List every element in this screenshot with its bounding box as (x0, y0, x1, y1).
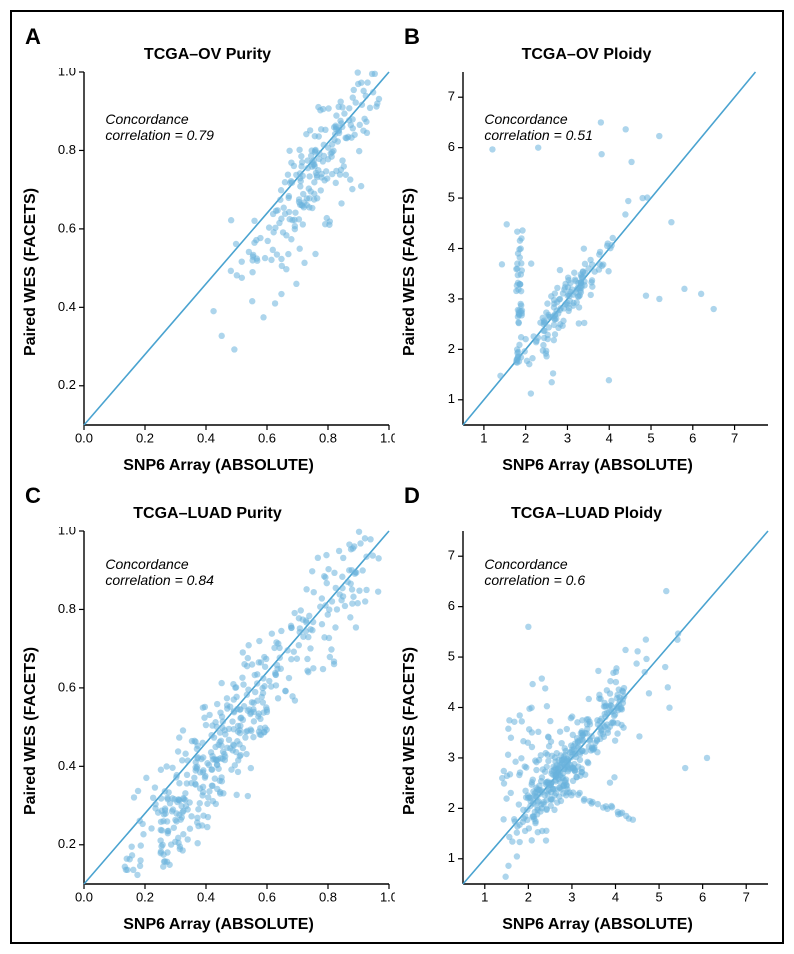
xlabel-a: SNP6 Array (ABSOLUTE) (42, 455, 395, 475)
svg-text:1.0: 1.0 (58, 68, 76, 78)
svg-text:7: 7 (448, 89, 455, 104)
ylabel-b: Paired WES (FACETS) (399, 68, 421, 475)
svg-text:7: 7 (731, 431, 738, 446)
svg-text:1: 1 (480, 431, 487, 446)
ylabel-c: Paired WES (FACETS) (20, 527, 42, 934)
svg-text:1: 1 (481, 890, 488, 905)
svg-text:4: 4 (448, 699, 455, 714)
plot-area-d: 1 2 3 4 5 6 7 1 2 3 4 5 6 7 Concordancecorrelation = … (421, 527, 774, 914)
svg-text:1.0: 1.0 (380, 890, 395, 905)
svg-text:1.0: 1.0 (380, 431, 395, 446)
annotation-b: Concordancecorrelation = 0.51 (484, 111, 593, 143)
figure-grid: A TCGA–OV Purity Paired WES (FACETS) 0.0… (10, 10, 784, 944)
annotation-d: Concordancecorrelation = 0.6 (484, 556, 585, 588)
svg-text:0.8: 0.8 (58, 601, 76, 616)
panel-letter-d: D (404, 483, 420, 509)
panel-letter-a: A (25, 24, 41, 50)
annotation-a: Concordancecorrelation = 0.79 (105, 111, 214, 143)
svg-text:0.4: 0.4 (197, 431, 215, 446)
svg-text:6: 6 (448, 598, 455, 613)
svg-text:0.4: 0.4 (197, 890, 215, 905)
svg-text:0.8: 0.8 (319, 890, 337, 905)
svg-text:5: 5 (448, 649, 455, 664)
svg-text:0.6: 0.6 (58, 679, 76, 694)
svg-text:7: 7 (448, 548, 455, 563)
panel-title-b: TCGA–OV Ploidy (399, 46, 774, 64)
panel-d: D TCGA–LUAD Ploidy Paired WES (FACETS) 1… (399, 483, 774, 934)
svg-text:2: 2 (522, 431, 529, 446)
svg-text:1: 1 (448, 391, 455, 406)
panel-title-d: TCGA–LUAD Ploidy (399, 505, 774, 523)
svg-text:0.6: 0.6 (258, 431, 276, 446)
annotation-c: Concordancecorrelation = 0.84 (105, 556, 214, 588)
panel-letter-c: C (25, 483, 41, 509)
svg-text:0.8: 0.8 (58, 142, 76, 157)
svg-text:5: 5 (655, 890, 662, 905)
ylabel-d: Paired WES (FACETS) (399, 527, 421, 934)
svg-text:2: 2 (448, 800, 455, 815)
svg-text:1: 1 (448, 850, 455, 865)
svg-text:4: 4 (606, 431, 613, 446)
plot-area-b: 1 2 3 4 5 6 7 1 2 3 4 5 6 7 Concordancecorrelation = … (421, 68, 774, 455)
svg-text:0.2: 0.2 (136, 431, 154, 446)
svg-text:3: 3 (448, 749, 455, 764)
svg-text:0.2: 0.2 (58, 377, 76, 392)
svg-text:0.2: 0.2 (136, 890, 154, 905)
svg-text:3: 3 (564, 431, 571, 446)
xlabel-b: SNP6 Array (ABSOLUTE) (421, 455, 774, 475)
scatter-svg-d: 1 2 3 4 5 6 7 1 2 3 4 5 6 7 (421, 527, 774, 914)
svg-text:6: 6 (699, 890, 706, 905)
svg-text:6: 6 (689, 431, 696, 446)
svg-text:0.0: 0.0 (75, 890, 93, 905)
svg-text:4: 4 (448, 240, 455, 255)
svg-text:0.4: 0.4 (58, 299, 76, 314)
svg-text:0.6: 0.6 (258, 890, 276, 905)
scatter-svg-b: 1 2 3 4 5 6 7 1 2 3 4 5 6 7 (421, 68, 774, 455)
panel-title-a: TCGA–OV Purity (20, 46, 395, 64)
svg-text:6: 6 (448, 139, 455, 154)
panel-letter-b: B (404, 24, 420, 50)
svg-text:5: 5 (647, 431, 654, 446)
svg-text:0.0: 0.0 (75, 431, 93, 446)
scatter-svg-c: 0.0 0.2 0.4 0.6 0.8 1.0 0.2 0.4 0.6 0.8 1.0 (42, 527, 395, 914)
xlabel-d: SNP6 Array (ABSOLUTE) (421, 914, 774, 934)
svg-text:2: 2 (525, 890, 532, 905)
svg-text:3: 3 (568, 890, 575, 905)
plot-area-c: 0.0 0.2 0.4 0.6 0.8 1.0 0.2 0.4 0.6 0.8 1.0 Concor… (42, 527, 395, 914)
svg-text:3: 3 (448, 290, 455, 305)
svg-text:0.2: 0.2 (58, 836, 76, 851)
svg-text:7: 7 (743, 890, 750, 905)
svg-text:4: 4 (612, 890, 619, 905)
svg-text:1.0: 1.0 (58, 527, 76, 537)
svg-text:0.6: 0.6 (58, 220, 76, 235)
ylabel-a: Paired WES (FACETS) (20, 68, 42, 475)
panel-b: B TCGA–OV Ploidy Paired WES (FACETS) 1 2 3… (399, 24, 774, 475)
svg-text:0.4: 0.4 (58, 758, 76, 773)
panel-title-c: TCGA–LUAD Purity (20, 505, 395, 523)
scatter-svg-a: 0.0 0.2 0.4 0.6 0.8 1.0 0.2 0.4 0.6 0.8 1.0 (42, 68, 395, 455)
svg-text:2: 2 (448, 341, 455, 356)
svg-text:0.8: 0.8 (319, 431, 337, 446)
panel-c: C TCGA–LUAD Purity Paired WES (FACETS) 0… (20, 483, 395, 934)
xlabel-c: SNP6 Array (ABSOLUTE) (42, 914, 395, 934)
plot-area-a: 0.0 0.2 0.4 0.6 0.8 1.0 0.2 0.4 0.6 0.8 1.0 Concor… (42, 68, 395, 455)
svg-text:5: 5 (448, 190, 455, 205)
panel-a: A TCGA–OV Purity Paired WES (FACETS) 0.0… (20, 24, 395, 475)
